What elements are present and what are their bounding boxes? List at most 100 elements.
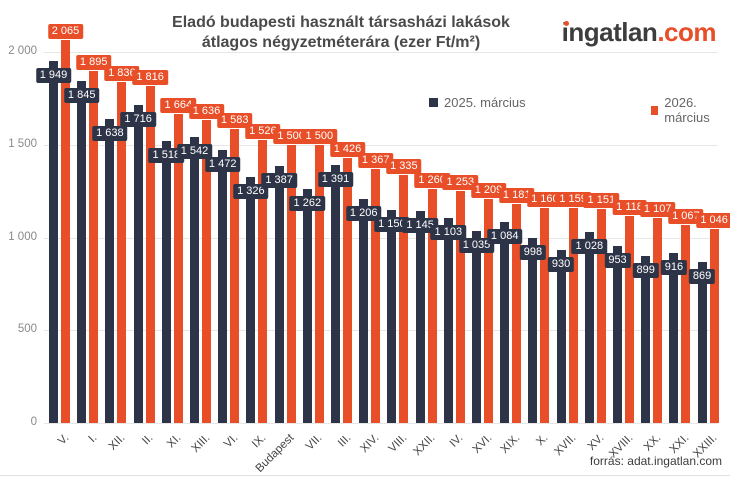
bar-2026-XII. (117, 82, 127, 423)
y-axis-tick-label: 1 500 (8, 137, 37, 150)
bar-value-label: 1 084 (486, 228, 523, 244)
bar-2026-V. (61, 39, 70, 423)
bar-2026-VII. (314, 144, 324, 423)
bar-2026-XXIII. (709, 228, 719, 423)
bar-2026-XI. (173, 114, 183, 423)
bar-value-label: 1 816 (132, 70, 168, 86)
source-note: forrás: adat.ingatlan.com (589, 454, 722, 468)
bar-value-label: 930 (547, 257, 575, 273)
legend-swatch-2026-icon (651, 105, 659, 115)
bar-value-label: 1 046 (696, 212, 730, 228)
logo-wordmark: ingatlan (562, 18, 658, 46)
bar-2025-XVI. (472, 231, 481, 423)
bar-value-label: 1 426 (329, 142, 366, 158)
bar-value-label: 1 145 (402, 217, 438, 233)
bar-2025-V. (49, 61, 58, 423)
bar-2025-XXI. (669, 253, 679, 423)
bar-value-label: 916 (660, 260, 688, 276)
bar-value-label: 1 035 (458, 238, 495, 253)
chart-title: Eladó budapesti használt társasházi laká… (0, 13, 682, 53)
bar-value-label: 1 542 (176, 143, 213, 159)
bar-2026-XX. (653, 217, 663, 423)
bar-2026-VI. (230, 129, 240, 423)
bar-value-label: 1 253 (442, 174, 479, 190)
bar-2025-XVIII. (613, 246, 622, 423)
y-axis-tick-label: 2 000 (8, 45, 37, 57)
bar-2025-XXII. (415, 210, 425, 423)
gridline-1000 (44, 237, 718, 239)
bar-2025-XX. (641, 256, 651, 423)
bar-2026-XIII. (202, 119, 211, 423)
bar-2026-XXII. (427, 189, 437, 423)
bar-2026-XXI. (681, 225, 691, 423)
bar-value-label: 1 335 (386, 159, 422, 175)
bar-2025-XII. (105, 119, 115, 423)
bar-2025-XIX. (500, 221, 510, 423)
legend-swatch-2025-icon (429, 98, 438, 107)
bar-2026-VIII. (399, 175, 409, 423)
bar-value-label: 1 067 (668, 209, 704, 225)
bar-value-label: 1 160 (527, 191, 563, 207)
bar-2026-I. (89, 71, 99, 423)
bar-value-label: 1 836 (104, 66, 140, 82)
bar-2025-VI. (218, 149, 228, 423)
bar-value-label: 1 500 (301, 128, 338, 144)
bar-2026-X. (540, 207, 550, 423)
legend-label-2025: 2025. március (444, 95, 526, 110)
gridline-1500 (44, 144, 718, 146)
bar-value-label: 1 638 (92, 126, 128, 142)
bar-value-label: 1 028 (571, 239, 608, 255)
bar-value-label: 1 518 (148, 148, 185, 164)
bar-2025-XIV. (359, 199, 369, 423)
bar-2025-Budapest (274, 165, 284, 423)
y-axis-tick-label: 500 (17, 323, 37, 336)
bar-value-label: 1 583 (216, 113, 253, 129)
bar-value-label: 899 (632, 263, 659, 279)
bar-2025-VIII. (387, 209, 397, 423)
legend-item-2025: 2025. március (429, 95, 526, 110)
bar-value-label: 1 159 (555, 192, 591, 207)
bar-value-label: 869 (688, 268, 716, 284)
bar-2026-Budapest (286, 144, 296, 423)
bar-value-label: 1 526 (245, 123, 281, 139)
bar-2026-XVII. (568, 208, 578, 423)
logo-text: ingatlan (561, 17, 658, 47)
bar-2025-VII. (302, 188, 312, 423)
bar-2026-XIV. (371, 169, 381, 423)
bar-value-label: 1 664 (160, 98, 197, 114)
bar-2025-XV. (584, 232, 594, 423)
logo-suffix: .com (657, 17, 716, 47)
bar-value-label: 1 260 (414, 173, 450, 189)
bar-value-label: 2 065 (47, 23, 84, 39)
bar-value-label: 1 262 (289, 195, 326, 211)
bar-2025-II. (133, 104, 143, 423)
bar-2025-III. (331, 164, 340, 423)
gridline-2000 (44, 52, 718, 53)
bar-2026-IV. (455, 190, 465, 423)
bar-value-label: 998 (519, 244, 547, 260)
ingatlan-logo: ingatlan.com (562, 17, 717, 47)
bar-2025-I. (77, 80, 87, 423)
bottom-divider (0, 475, 730, 476)
logo-i-dot-icon (563, 21, 569, 26)
bar-value-label: 1 500 (273, 128, 309, 144)
bar-value-label: 1 387 (261, 172, 297, 188)
gridline-500 (44, 330, 718, 332)
bar-2025-XXIII. (697, 261, 707, 423)
legend-label-2026: 2026. március (664, 95, 710, 125)
bar-value-label: 1 209 (470, 182, 507, 198)
bar-2026-III. (343, 158, 352, 423)
bar-value-label: 1 391 (317, 171, 354, 187)
bar-2026-XVIII. (625, 215, 634, 423)
bar-value-label: 1 181 (498, 187, 535, 203)
bar-2025-IX. (246, 177, 256, 423)
bar-value-label: 1 107 (639, 201, 676, 217)
bar-value-label: 1 326 (233, 184, 269, 200)
bar-value-label: 1 636 (188, 103, 225, 119)
bar-value-label: 1 716 (120, 111, 156, 127)
bar-2026-II. (145, 86, 155, 423)
chart-title-line2: átlagos négyzetméterára (ezer Ft/m²) (201, 34, 481, 51)
gridline-0 (44, 423, 718, 424)
y-axis-tick-label: 0 (30, 416, 37, 428)
bar-value-label: 1 206 (345, 206, 382, 222)
